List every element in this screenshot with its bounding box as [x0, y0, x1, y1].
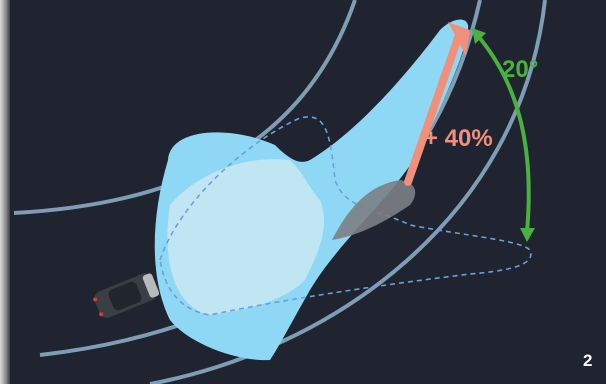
- car-icon: [93, 273, 160, 318]
- angle-label: 20°: [502, 56, 539, 83]
- angle-arc-top-arrowhead: [472, 28, 486, 44]
- page-number: 2: [583, 351, 593, 370]
- photo-edge-strip: [0, 0, 10, 384]
- road-curve-inner: [149, 0, 547, 384]
- angle-arc: [476, 34, 531, 233]
- beam-shadow-shape: [332, 180, 416, 240]
- range-increase-arrow: [404, 31, 463, 186]
- angle-arc-bottom-arrowhead: [520, 228, 535, 242]
- beam-overlap-area: [167, 159, 325, 315]
- range-increase-arrowhead: [448, 22, 470, 56]
- range-gain-label: + 40%: [424, 125, 493, 152]
- old-beam-outline: [159, 116, 532, 316]
